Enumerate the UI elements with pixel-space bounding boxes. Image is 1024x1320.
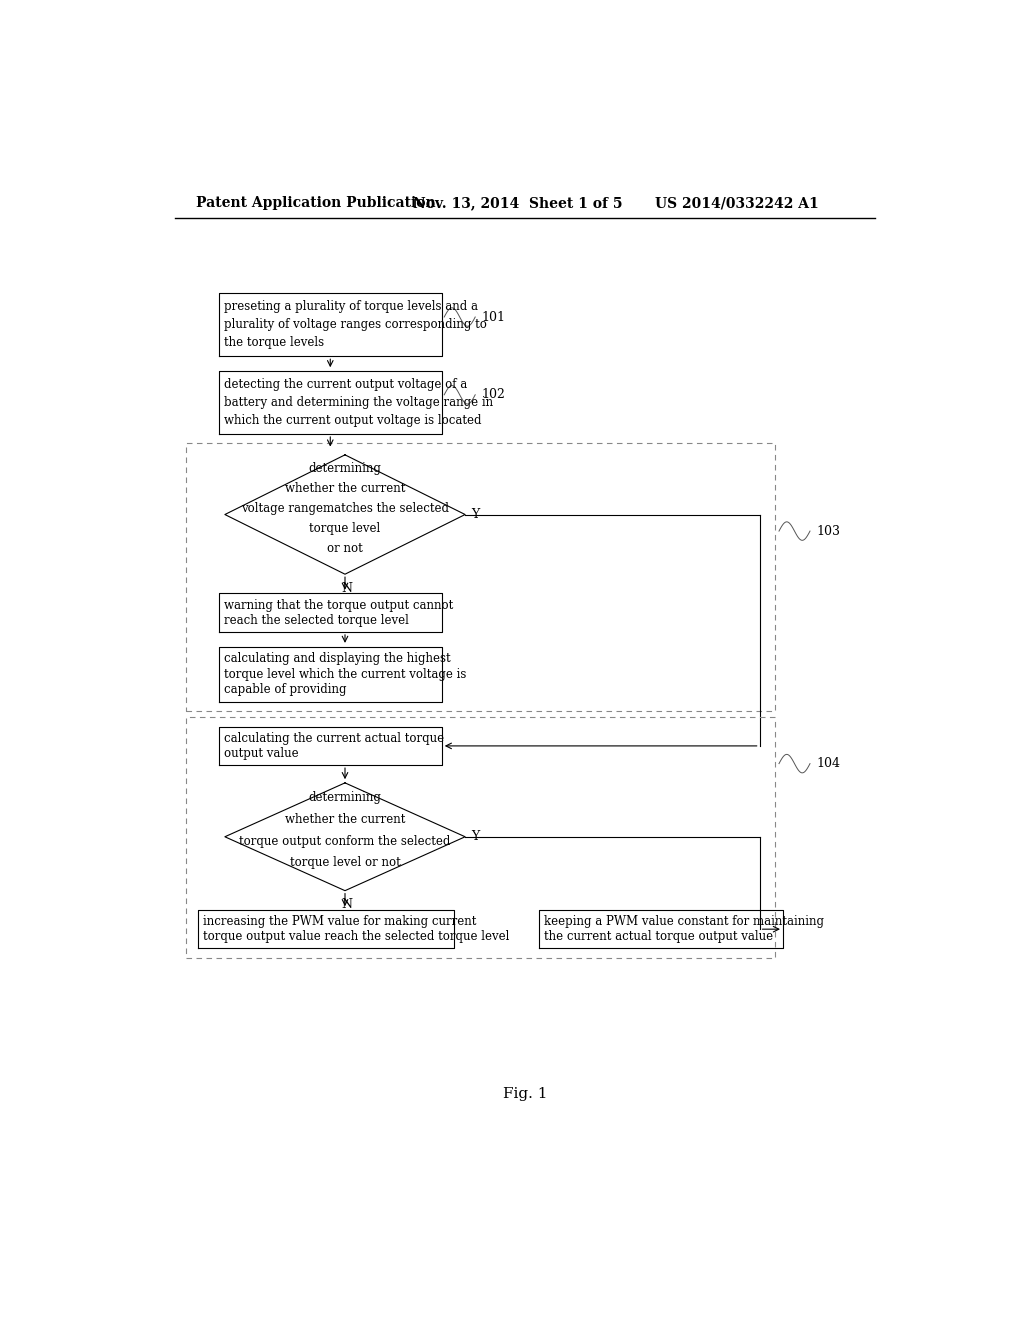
- Text: Y: Y: [471, 508, 479, 521]
- Text: Patent Application Publication: Patent Application Publication: [197, 197, 436, 210]
- Text: the torque levels: the torque levels: [224, 337, 325, 350]
- Text: capable of providing: capable of providing: [224, 684, 346, 696]
- Text: detecting the current output voltage of a: detecting the current output voltage of …: [224, 378, 467, 391]
- Text: voltage rangematches the selected: voltage rangematches the selected: [241, 502, 449, 515]
- Text: 103: 103: [816, 524, 841, 537]
- Text: Y: Y: [471, 830, 479, 843]
- Text: whether the current: whether the current: [285, 482, 406, 495]
- Text: preseting a plurality of torque levels and a: preseting a plurality of torque levels a…: [224, 300, 478, 313]
- Text: reach the selected torque level: reach the selected torque level: [224, 614, 409, 627]
- Text: plurality of voltage ranges corresponding to: plurality of voltage ranges correspondin…: [224, 318, 487, 331]
- Text: torque output conform the selected: torque output conform the selected: [240, 834, 451, 847]
- Text: N: N: [342, 899, 353, 911]
- Text: determining: determining: [308, 792, 381, 804]
- Text: whether the current: whether the current: [285, 813, 406, 826]
- Text: battery and determining the voltage range in: battery and determining the voltage rang…: [224, 396, 494, 409]
- Text: N: N: [342, 582, 353, 595]
- Text: increasing the PWM value for making current: increasing the PWM value for making curr…: [203, 915, 476, 928]
- Text: keeping a PWM value constant for maintaining: keeping a PWM value constant for maintai…: [544, 915, 824, 928]
- Text: warning that the torque output cannot: warning that the torque output cannot: [224, 599, 454, 612]
- Text: 102: 102: [481, 388, 505, 401]
- Text: Fig. 1: Fig. 1: [503, 1086, 547, 1101]
- Text: 104: 104: [816, 758, 841, 770]
- Text: US 2014/0332242 A1: US 2014/0332242 A1: [655, 197, 819, 210]
- Text: calculating and displaying the highest: calculating and displaying the highest: [224, 652, 451, 665]
- Text: which the current output voltage is located: which the current output voltage is loca…: [224, 414, 481, 426]
- Text: the current actual torque output value: the current actual torque output value: [544, 931, 773, 942]
- Text: torque output value reach the selected torque level: torque output value reach the selected t…: [203, 931, 510, 942]
- Text: torque level or not: torque level or not: [290, 857, 400, 869]
- Text: Nov. 13, 2014  Sheet 1 of 5: Nov. 13, 2014 Sheet 1 of 5: [414, 197, 623, 210]
- Text: determining: determining: [308, 462, 381, 475]
- Text: or not: or not: [327, 541, 362, 554]
- Text: calculating the current actual torque: calculating the current actual torque: [224, 733, 444, 744]
- Text: torque level: torque level: [309, 521, 381, 535]
- Text: output value: output value: [224, 747, 299, 760]
- Text: torque level which the current voltage is: torque level which the current voltage i…: [224, 668, 467, 681]
- Text: 101: 101: [481, 310, 506, 323]
